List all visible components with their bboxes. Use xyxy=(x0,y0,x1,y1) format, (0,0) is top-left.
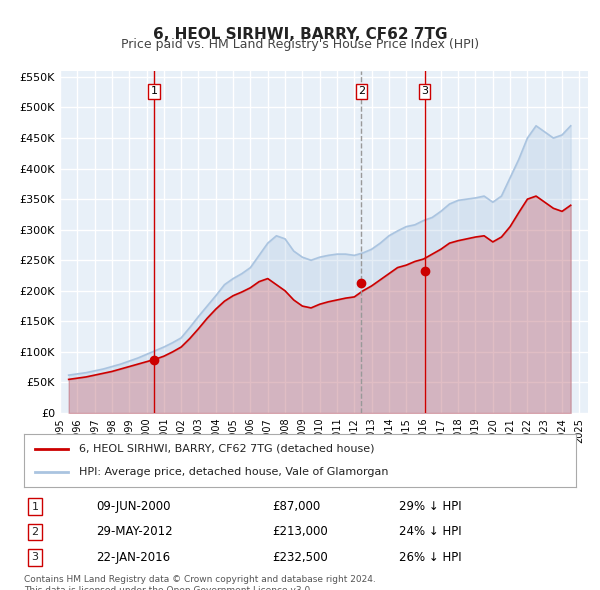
Text: HPI: Average price, detached house, Vale of Glamorgan: HPI: Average price, detached house, Vale… xyxy=(79,467,389,477)
Text: 29-MAY-2012: 29-MAY-2012 xyxy=(96,525,172,539)
Text: 2: 2 xyxy=(31,527,38,537)
Text: 3: 3 xyxy=(32,552,38,562)
Text: 6, HEOL SIRHWI, BARRY, CF62 7TG: 6, HEOL SIRHWI, BARRY, CF62 7TG xyxy=(153,27,447,41)
Text: 1: 1 xyxy=(32,502,38,512)
Text: 3: 3 xyxy=(421,86,428,96)
Text: 26% ↓ HPI: 26% ↓ HPI xyxy=(400,550,462,563)
Text: 24% ↓ HPI: 24% ↓ HPI xyxy=(400,525,462,539)
Text: 29% ↓ HPI: 29% ↓ HPI xyxy=(400,500,462,513)
Text: £232,500: £232,500 xyxy=(272,550,328,563)
Text: 1: 1 xyxy=(151,86,158,96)
Text: £87,000: £87,000 xyxy=(272,500,320,513)
Text: Price paid vs. HM Land Registry's House Price Index (HPI): Price paid vs. HM Land Registry's House … xyxy=(121,38,479,51)
Text: £213,000: £213,000 xyxy=(272,525,328,539)
Text: Contains HM Land Registry data © Crown copyright and database right 2024.
This d: Contains HM Land Registry data © Crown c… xyxy=(24,575,376,590)
Text: 6, HEOL SIRHWI, BARRY, CF62 7TG (detached house): 6, HEOL SIRHWI, BARRY, CF62 7TG (detache… xyxy=(79,444,374,454)
Text: 09-JUN-2000: 09-JUN-2000 xyxy=(96,500,170,513)
Text: 22-JAN-2016: 22-JAN-2016 xyxy=(96,550,170,563)
Text: 2: 2 xyxy=(358,86,365,96)
